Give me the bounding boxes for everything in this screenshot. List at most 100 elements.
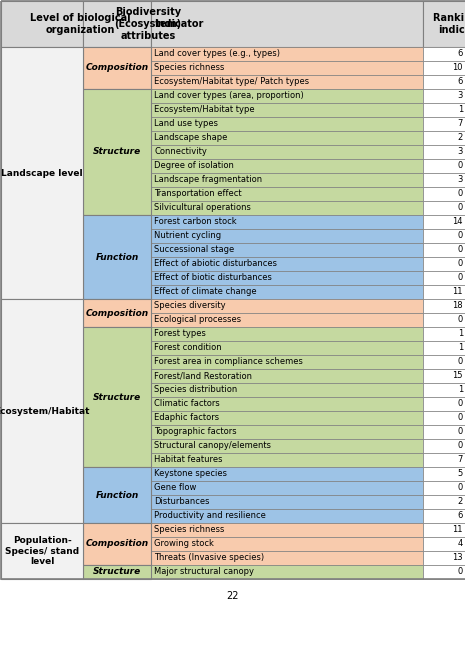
Text: 0: 0 xyxy=(458,567,463,576)
Text: Forest/land Restoration: Forest/land Restoration xyxy=(154,371,252,380)
Text: 0: 0 xyxy=(458,357,463,366)
Bar xyxy=(151,467,423,481)
Bar xyxy=(83,1,151,47)
Bar xyxy=(423,411,465,425)
Text: Species diversity: Species diversity xyxy=(154,302,226,311)
Bar xyxy=(423,369,465,383)
Text: 0: 0 xyxy=(458,162,463,171)
Text: Major structural canopy: Major structural canopy xyxy=(154,567,254,576)
Bar xyxy=(83,467,151,523)
Text: Biodiversity
(Ecosystem)
attributes: Biodiversity (Ecosystem) attributes xyxy=(114,7,181,41)
Text: Ecological processes: Ecological processes xyxy=(154,315,241,324)
Text: Forest types: Forest types xyxy=(154,329,206,339)
Text: Species richness: Species richness xyxy=(154,63,225,72)
Bar xyxy=(423,159,465,173)
Bar xyxy=(151,453,423,467)
Text: Structure: Structure xyxy=(93,393,141,402)
Text: Successional stage: Successional stage xyxy=(154,245,234,255)
Bar xyxy=(423,243,465,257)
Bar xyxy=(151,89,423,103)
Bar xyxy=(151,327,423,341)
Text: 0: 0 xyxy=(458,260,463,269)
Bar xyxy=(151,495,423,509)
Bar xyxy=(151,313,423,327)
Bar xyxy=(423,173,465,187)
Bar xyxy=(423,271,465,285)
Text: 10: 10 xyxy=(452,63,463,72)
Text: Population-
Species/ stand
level: Population- Species/ stand level xyxy=(5,536,79,566)
Bar xyxy=(151,1,423,47)
Text: Productivity and resilience: Productivity and resilience xyxy=(154,512,266,521)
Text: 1: 1 xyxy=(458,105,463,114)
Text: Structure: Structure xyxy=(93,567,141,576)
Text: Composition: Composition xyxy=(86,63,148,72)
Text: 2: 2 xyxy=(458,497,463,506)
Text: Composition: Composition xyxy=(86,539,148,548)
Bar xyxy=(423,201,465,215)
Bar xyxy=(151,523,423,537)
Bar xyxy=(423,313,465,327)
Text: Ranking of
indicator: Ranking of indicator xyxy=(433,13,465,35)
Text: 0: 0 xyxy=(458,245,463,255)
Bar xyxy=(151,425,423,439)
Text: 3: 3 xyxy=(458,147,463,156)
Bar xyxy=(423,47,465,61)
Bar xyxy=(423,145,465,159)
Bar xyxy=(423,551,465,565)
Text: Growing stock: Growing stock xyxy=(154,539,214,548)
Text: Composition: Composition xyxy=(86,309,148,317)
Bar xyxy=(151,117,423,131)
Bar xyxy=(423,481,465,495)
Bar xyxy=(423,509,465,523)
Bar xyxy=(423,187,465,201)
Bar xyxy=(423,537,465,551)
Text: Landscape level: Landscape level xyxy=(1,169,83,178)
Bar xyxy=(151,229,423,243)
Text: 0: 0 xyxy=(458,231,463,240)
Bar xyxy=(83,215,151,299)
Bar xyxy=(151,565,423,579)
Text: Disturbances: Disturbances xyxy=(154,497,210,506)
Text: Effect of abiotic disturbances: Effect of abiotic disturbances xyxy=(154,260,277,269)
Text: 2: 2 xyxy=(458,134,463,143)
Text: Level of biological
organization: Level of biological organization xyxy=(30,13,130,35)
Text: Silvicultural operations: Silvicultural operations xyxy=(154,203,251,213)
Text: Species richness: Species richness xyxy=(154,525,225,534)
Bar xyxy=(151,383,423,397)
Text: 3: 3 xyxy=(458,176,463,185)
Bar xyxy=(1,523,83,579)
Bar xyxy=(151,103,423,117)
Bar xyxy=(423,453,465,467)
Bar xyxy=(423,131,465,145)
Text: Structure: Structure xyxy=(93,147,141,156)
Text: Degree of isolation: Degree of isolation xyxy=(154,162,234,171)
Text: Ecosystem/Habitat type: Ecosystem/Habitat type xyxy=(154,105,255,114)
Bar xyxy=(423,103,465,117)
Text: 0: 0 xyxy=(458,189,463,198)
Text: Ecosystem/Habitat type/ Patch types: Ecosystem/Habitat type/ Patch types xyxy=(154,78,309,87)
Text: 1: 1 xyxy=(458,329,463,339)
Text: Land cover types (e.g., types): Land cover types (e.g., types) xyxy=(154,50,280,59)
Text: 18: 18 xyxy=(452,302,463,311)
Bar xyxy=(151,61,423,75)
Bar xyxy=(151,397,423,411)
Text: Gene flow: Gene flow xyxy=(154,483,196,492)
Text: Nutrient cycling: Nutrient cycling xyxy=(154,231,221,240)
Text: Land use types: Land use types xyxy=(154,120,218,129)
Text: Land cover types (area, proportion): Land cover types (area, proportion) xyxy=(154,92,304,101)
Bar xyxy=(151,411,423,425)
Bar xyxy=(423,1,465,47)
Bar xyxy=(151,145,423,159)
Text: Edaphic factors: Edaphic factors xyxy=(154,413,219,422)
Text: Function: Function xyxy=(95,490,139,499)
Bar xyxy=(151,201,423,215)
Text: 0: 0 xyxy=(458,203,463,213)
Bar xyxy=(151,481,423,495)
Bar xyxy=(423,425,465,439)
Text: 14: 14 xyxy=(452,218,463,227)
Bar xyxy=(423,285,465,299)
Bar xyxy=(423,341,465,355)
Bar xyxy=(151,173,423,187)
Text: 6: 6 xyxy=(458,512,463,521)
Text: Structural canopy/elements: Structural canopy/elements xyxy=(154,441,271,450)
